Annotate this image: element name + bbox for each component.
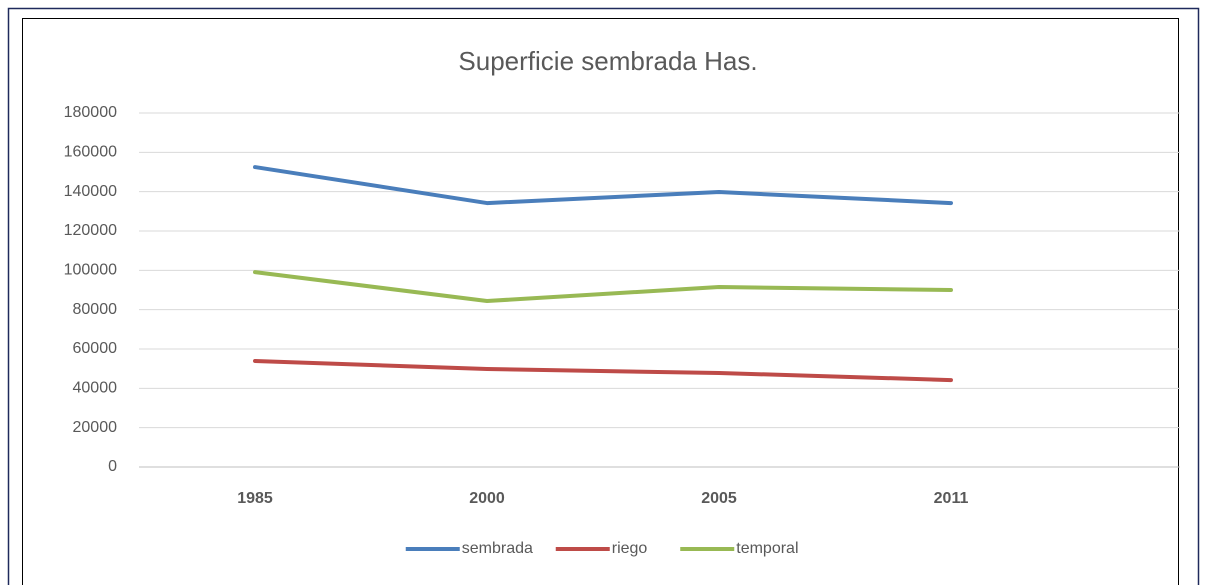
y-tick-label: 0 bbox=[108, 458, 117, 475]
y-tick-label: 40000 bbox=[73, 380, 118, 397]
legend-label: riego bbox=[612, 540, 648, 557]
x-tick-label: 2005 bbox=[701, 490, 737, 507]
x-tick-label: 2011 bbox=[934, 490, 969, 507]
y-tick-label: 100000 bbox=[64, 262, 117, 279]
y-tick-label: 120000 bbox=[64, 222, 117, 239]
x-tick-label: 2000 bbox=[469, 490, 505, 507]
chart-frame bbox=[22, 18, 1179, 585]
y-tick-label: 60000 bbox=[73, 340, 118, 357]
legend-label: sembrada bbox=[462, 540, 533, 557]
y-tick-label: 180000 bbox=[64, 104, 117, 121]
legend-label: temporal bbox=[736, 540, 798, 557]
line-series bbox=[253, 358, 953, 383]
outer-frame bbox=[7, 7, 1200, 585]
line-series bbox=[253, 165, 953, 206]
y-tick-label: 80000 bbox=[73, 301, 118, 318]
line-series bbox=[253, 270, 953, 304]
y-tick-label: 140000 bbox=[64, 183, 117, 200]
x-tick-label: 1985 bbox=[237, 490, 273, 507]
y-tick-label: 160000 bbox=[64, 144, 117, 161]
y-tick-label: 20000 bbox=[73, 419, 118, 436]
chart-title: Superficie sembrada Has. bbox=[458, 46, 757, 76]
